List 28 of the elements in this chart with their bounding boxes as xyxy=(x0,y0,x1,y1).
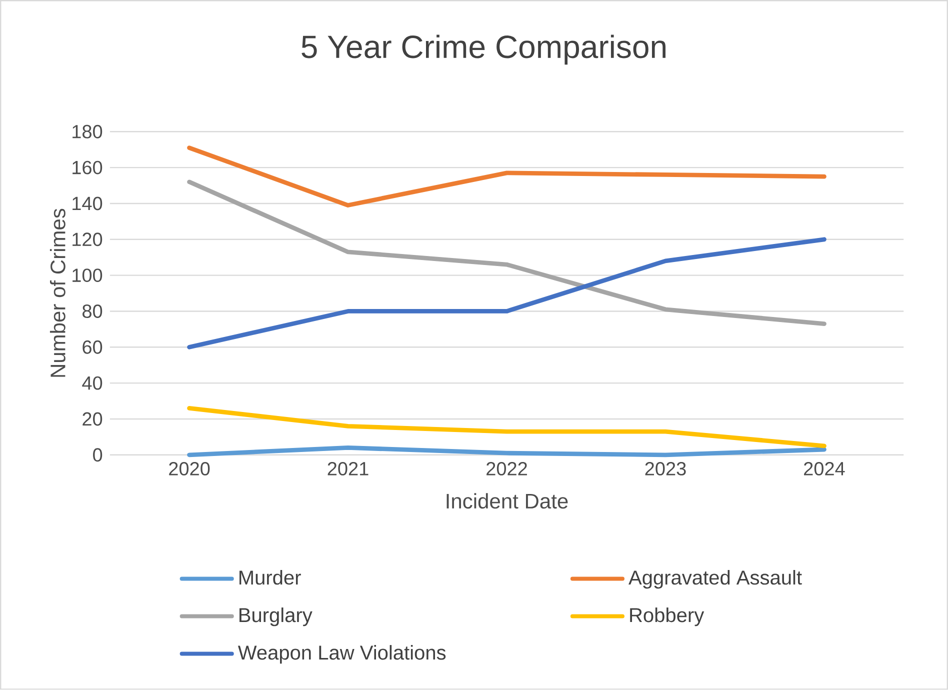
legend-label: Burglary xyxy=(240,608,312,626)
y-axis-title: Number of Crimes xyxy=(50,208,66,377)
chart-title: 5 Year Crime Comparison xyxy=(302,34,666,65)
y-tick-label: 160 xyxy=(72,160,102,174)
y-tick-label: 180 xyxy=(72,125,102,138)
x-axis-title: Incident Date xyxy=(446,493,568,509)
line-series xyxy=(187,146,826,208)
x-tick-label: 2022 xyxy=(486,462,527,476)
line-series xyxy=(187,237,826,350)
y-tick-label: 140 xyxy=(72,196,102,210)
y-tick-label: 20 xyxy=(82,412,102,426)
y-tick-label: 60 xyxy=(82,340,102,354)
legend-label: Aggravated Assault xyxy=(628,570,802,589)
y-tick-label: 80 xyxy=(82,304,102,318)
line-series xyxy=(187,180,826,326)
line-series xyxy=(187,446,826,458)
legend-label: Robbery xyxy=(630,608,704,626)
y-tick-label: 40 xyxy=(82,376,102,390)
x-tick-label: 2021 xyxy=(328,462,368,476)
line-series xyxy=(187,406,826,448)
y-tick-label: 100 xyxy=(72,268,102,282)
legend-label: Weapon Law Violations xyxy=(238,645,446,664)
x-tick-label: 2020 xyxy=(169,462,210,476)
legend-label: Murder xyxy=(240,570,301,585)
x-tick-label: 2023 xyxy=(645,462,686,476)
x-tick-label: 2024 xyxy=(804,462,845,476)
y-tick-label: 0 xyxy=(93,448,102,462)
y-tick-label: 120 xyxy=(72,232,102,246)
